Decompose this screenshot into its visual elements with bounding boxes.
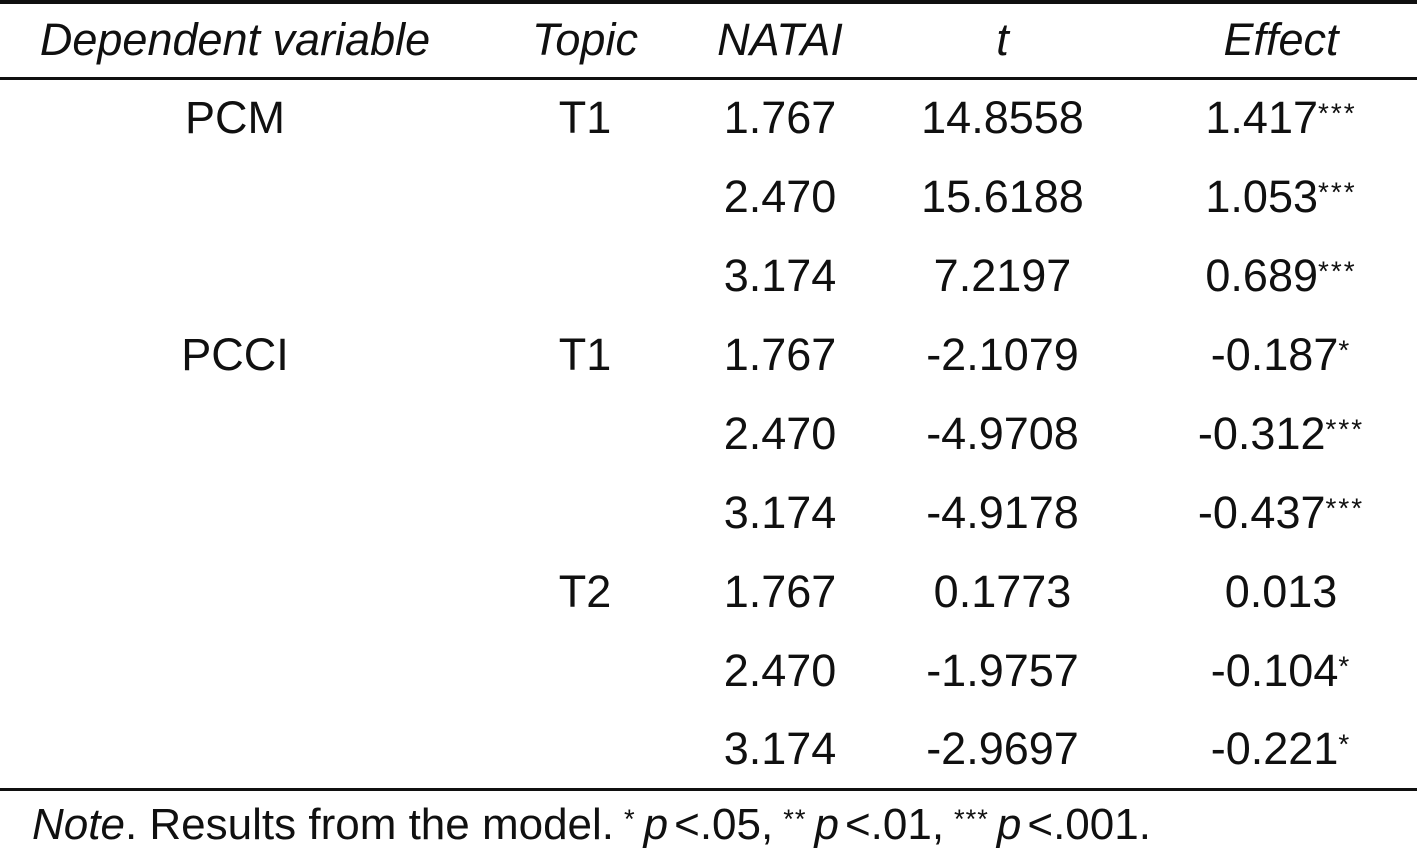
col-header-t: t — [860, 2, 1145, 80]
cell-natai: 3.174 — [723, 249, 837, 301]
effect-value: -0.312 — [1197, 407, 1326, 459]
significance-stars: *** — [954, 803, 989, 835]
cell-dependent-variable — [0, 710, 470, 791]
cell-t: -4.9708 — [926, 407, 1079, 459]
cell-t: 15.6188 — [921, 170, 1084, 222]
cell-t: -2.9697 — [860, 710, 1145, 791]
p-symbol: p — [996, 799, 1022, 849]
effect-value: -0.437 — [1197, 486, 1326, 538]
significance-stars: *** — [1318, 254, 1357, 286]
cell-effect: -0.104* — [1145, 631, 1417, 710]
effect-value: 0.689 — [1205, 249, 1319, 301]
significance-stars: * — [1338, 649, 1352, 681]
table-row: 2.470 -4.9708 -0.312*** — [0, 394, 1417, 473]
cell-natai: 2.470 — [723, 407, 837, 459]
sig-level-p05: * p <.05, — [624, 800, 773, 849]
cell-natai: 1.767 — [723, 565, 837, 617]
cell-effect: -0.312*** — [1145, 394, 1417, 473]
table-row: 3.174 -4.9178 -0.437*** — [0, 473, 1417, 552]
cell-effect: -0.221* — [1145, 710, 1417, 791]
table-row: 2.470 15.6188 1.053*** — [0, 157, 1417, 236]
cell-dependent-variable — [0, 552, 470, 631]
cell-natai: 1.767 — [723, 328, 837, 380]
cell-dependent-variable — [0, 394, 470, 473]
cell-t: 14.8558 — [921, 92, 1084, 144]
cell-effect: 1.417*** — [1145, 78, 1417, 157]
significance-stars: ** — [783, 803, 807, 835]
significance-stars: *** — [1325, 412, 1365, 444]
col-header-natai: NATAI — [700, 2, 860, 80]
cell-natai: 3.174 — [700, 710, 860, 791]
cell-dependent-variable — [0, 157, 470, 236]
sig-level-p001: *** p <.001. — [954, 800, 1151, 849]
table-row: 3.174 7.2197 0.689*** — [0, 236, 1417, 315]
cell-topic — [470, 473, 700, 552]
cell-effect: 0.689*** — [1145, 236, 1417, 315]
cell-topic — [470, 631, 700, 710]
cell-effect: -0.187* — [1145, 315, 1417, 394]
cell-dependent-variable — [0, 473, 470, 552]
effect-value: 1.053 — [1205, 170, 1319, 222]
cell-topic: T2 — [558, 565, 612, 617]
cell-effect: 0.013 — [1145, 552, 1417, 631]
table-row: PCCI T1 1.767 -2.1079 -0.187* — [0, 315, 1417, 394]
effect-value: 1.417 — [1205, 92, 1319, 144]
cell-dependent-variable — [0, 631, 470, 710]
effect-value: 0.013 — [1224, 565, 1338, 617]
note-label: Note — [32, 799, 125, 849]
effect-value: -0.187 — [1210, 328, 1339, 380]
cell-topic — [470, 236, 700, 315]
col-header-effect: Effect — [1145, 2, 1417, 80]
significance-stars: *** — [1325, 491, 1365, 523]
table-row: PCM T1 1.767 14.8558 1.417*** — [0, 78, 1417, 157]
cell-natai: 2.470 — [723, 644, 837, 696]
cell-dependent-variable — [0, 236, 470, 315]
table-row: 2.470 -1.9757 -0.104* — [0, 631, 1417, 710]
cell-natai: 1.767 — [723, 92, 837, 144]
results-table: Dependent variable Topic NATAI t Effect … — [0, 0, 1417, 791]
significance-stars: * — [1338, 728, 1352, 760]
note-body: . Results from the model. — [124, 799, 615, 849]
cell-effect: -0.437*** — [1145, 473, 1417, 552]
cell-topic — [470, 157, 700, 236]
sig-threshold: <.01, — [844, 799, 945, 849]
cell-topic — [470, 710, 700, 791]
significance-stars: *** — [1318, 175, 1357, 207]
cell-dependent-variable: PCM — [185, 92, 285, 144]
p-symbol: p — [643, 799, 669, 849]
cell-dependent-variable: PCCI — [181, 328, 289, 380]
significance-stars: * — [624, 803, 636, 835]
col-header-dependent-variable: Dependent variable — [0, 2, 470, 80]
col-header-topic: Topic — [470, 2, 700, 80]
cell-t: -1.9757 — [926, 644, 1079, 696]
cell-topic — [470, 394, 700, 473]
cell-natai: 3.174 — [723, 486, 837, 538]
cell-t: -2.1079 — [926, 328, 1079, 380]
effect-value: -0.221 — [1210, 722, 1339, 774]
sig-threshold: <.05, — [674, 799, 774, 849]
cell-t: 7.2197 — [933, 249, 1072, 301]
significance-stars: *** — [1318, 97, 1357, 129]
table-row: 3.174 -2.9697 -0.221* — [0, 710, 1417, 791]
table-note: Note. Results from the model. * p <.05, ** p <… — [0, 800, 1417, 850]
cell-effect: 1.053*** — [1145, 157, 1417, 236]
cell-topic: T1 — [558, 328, 612, 380]
cell-t: 0.1773 — [933, 565, 1072, 617]
cell-t: -4.9178 — [926, 486, 1079, 538]
table-row: T2 1.767 0.1773 0.013 — [0, 552, 1417, 631]
header-row: Dependent variable Topic NATAI t Effect — [0, 2, 1417, 80]
cell-natai: 2.470 — [723, 170, 837, 222]
effect-value: -0.104 — [1210, 644, 1339, 696]
p-symbol: p — [814, 799, 839, 849]
sig-threshold: <.001. — [1027, 799, 1151, 849]
cell-topic: T1 — [558, 92, 612, 144]
sig-level-p01: ** p <.01, — [783, 800, 944, 849]
significance-stars: * — [1338, 333, 1352, 365]
